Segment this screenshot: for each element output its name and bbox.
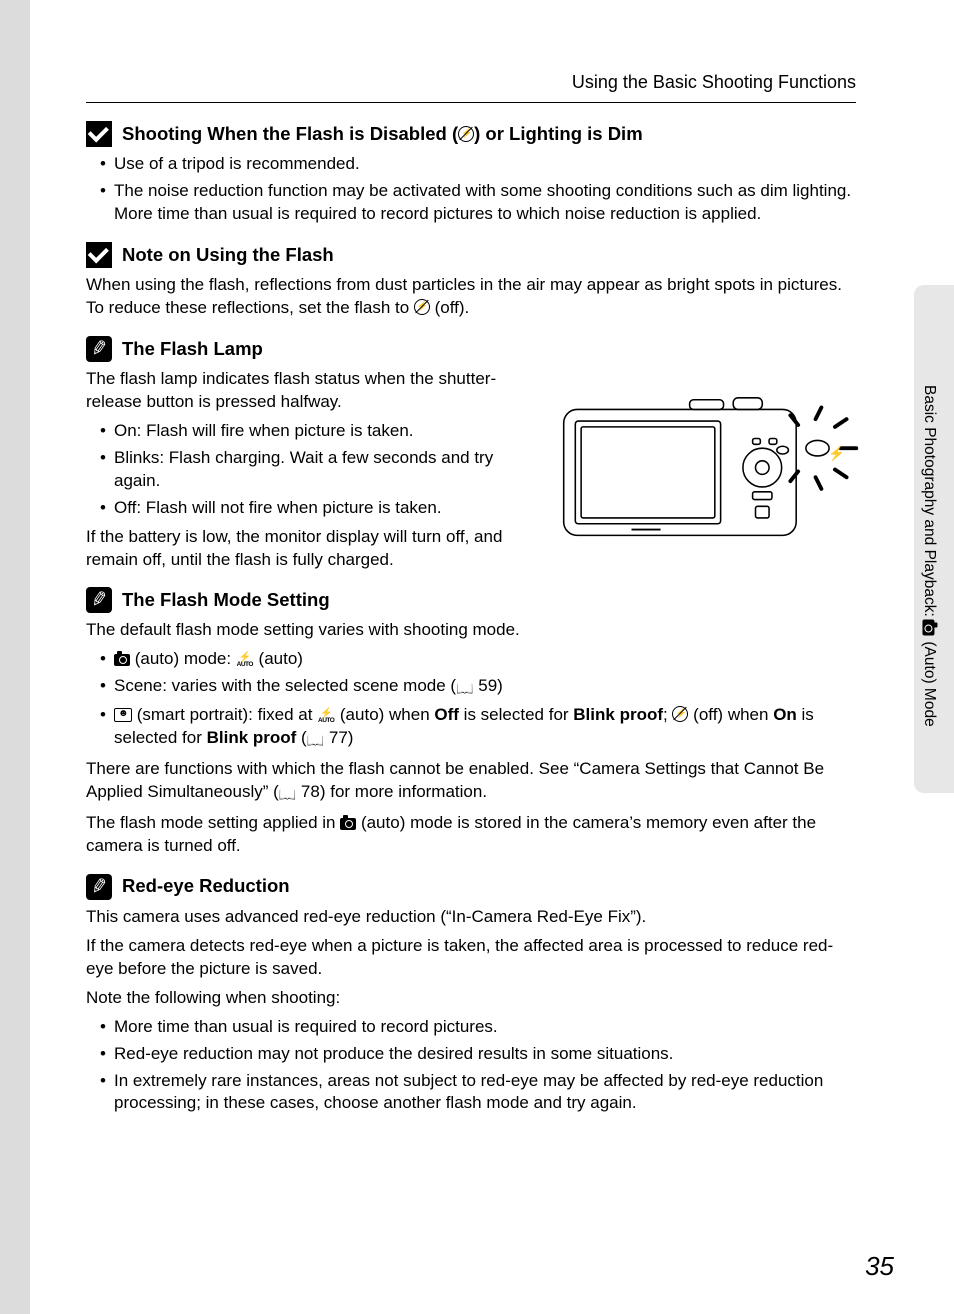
heading-text: The Flash Lamp <box>122 337 263 362</box>
section-flash-disabled: Shooting When the Flash is Disabled ( ) o… <box>86 121 856 226</box>
bullet-list: More time than usual is required to reco… <box>86 1016 856 1116</box>
section-heading: The Flash Mode Setting <box>86 587 856 613</box>
paragraph: There are functions with which the flash… <box>86 758 856 806</box>
section-heading: Shooting When the Flash is Disabled ( ) o… <box>86 121 856 147</box>
paragraph: The flash mode setting applied in (auto)… <box>86 812 856 858</box>
list-item: More time than usual is required to reco… <box>100 1016 856 1039</box>
bold-text: Blink proof <box>207 728 297 747</box>
heading-text: Note on Using the Flash <box>122 243 334 268</box>
list-item: The noise reduction function may be acti… <box>100 180 856 226</box>
text: ; <box>663 705 672 724</box>
bullet-list: (auto) mode: (auto) Scene: varies with t… <box>86 648 856 752</box>
page: Basic Photography and Playback: (Auto) M… <box>0 0 954 1314</box>
text: (auto) <box>254 649 303 668</box>
title-part: ) or Lighting is Dim <box>474 123 643 144</box>
side-tab-text-before: Basic Photography and Playback: <box>921 385 938 621</box>
camera-mode-icon <box>922 619 934 640</box>
check-icon <box>86 242 112 268</box>
text: (smart portrait): fixed at <box>132 705 317 724</box>
list-item: (smart portrait): fixed at (auto) when O… <box>100 704 856 752</box>
camera-illustration: ⚡ <box>554 390 864 550</box>
camera-svg: ⚡ <box>554 390 864 550</box>
text: (auto) when <box>335 705 434 724</box>
book-icon <box>279 783 296 806</box>
list-item: Off: Flash will not fire when picture is… <box>100 497 506 520</box>
bullet-list: On: Flash will fire when picture is take… <box>86 420 506 520</box>
section-note-flash: Note on Using the Flash When using the f… <box>86 242 856 320</box>
camera-mode-icon <box>340 818 356 830</box>
list-item: In extremely rare instances, areas not s… <box>100 1070 856 1116</box>
text: 59) <box>474 676 503 695</box>
check-icon <box>86 121 112 147</box>
auto-flash-icon <box>317 710 335 723</box>
list-item: Blinks: Flash charging. Wait a few secon… <box>100 447 506 493</box>
pencil-icon <box>86 587 112 613</box>
heading-text: Red-eye Reduction <box>122 874 290 899</box>
section-flash-mode-setting: The Flash Mode Setting The default flash… <box>86 587 856 857</box>
text: ( <box>296 728 306 747</box>
flash-off-icon <box>458 126 474 142</box>
content: Using the Basic Shooting Functions Shoot… <box>86 70 856 1131</box>
paragraph: Note the following when shooting: <box>86 987 856 1010</box>
bold-text: On <box>773 705 797 724</box>
pencil-icon <box>86 874 112 900</box>
bullet-list: Use of a tripod is recommended. The nois… <box>86 153 856 226</box>
heading-text: The Flash Mode Setting <box>122 588 330 613</box>
page-number: 35 <box>865 1249 894 1284</box>
auto-flash-icon <box>236 654 254 667</box>
text: is selected for <box>459 705 573 724</box>
title-part: Shooting When the Flash is Disabled ( <box>122 123 458 144</box>
section-heading: The Flash Lamp <box>86 336 856 362</box>
paragraph: If the battery is low, the monitor displ… <box>86 526 506 572</box>
list-item: Use of a tripod is recommended. <box>100 153 856 176</box>
section-red-eye: Red-eye Reduction This camera uses advan… <box>86 874 856 1116</box>
paragraph: When using the flash, reflections from d… <box>86 274 856 320</box>
book-icon <box>307 729 324 752</box>
paragraph: This camera uses advanced red-eye reduct… <box>86 906 856 929</box>
section-heading: Note on Using the Flash <box>86 242 856 268</box>
paragraph: The flash lamp indicates flash status wh… <box>86 368 506 414</box>
heading-text: Shooting When the Flash is Disabled ( ) o… <box>122 122 643 147</box>
bold-text: Off <box>434 705 459 724</box>
text: (auto) mode: <box>130 649 236 668</box>
side-tab-text-after: (Auto) Mode <box>921 637 938 727</box>
paragraph: If the camera detects red-eye when a pic… <box>86 935 856 981</box>
book-icon <box>456 677 473 700</box>
bold-text: Blink proof <box>573 705 663 724</box>
list-item: Scene: varies with the selected scene mo… <box>100 675 856 700</box>
side-tab: Basic Photography and Playback: (Auto) M… <box>914 285 954 793</box>
side-tab-label: Basic Photography and Playback: (Auto) M… <box>918 385 939 727</box>
text: 77) <box>324 728 353 747</box>
text: The flash mode setting applied in <box>86 813 340 832</box>
text: (off). <box>430 298 469 317</box>
flash-off-icon <box>672 706 688 722</box>
flash-off-icon <box>414 299 430 315</box>
chapter-header: Using the Basic Shooting Functions <box>86 70 856 103</box>
paragraph: The default flash mode setting varies wi… <box>86 619 856 642</box>
list-item: (auto) mode: (auto) <box>100 648 856 671</box>
text: (off) when <box>688 705 773 724</box>
camera-mode-icon <box>114 654 130 666</box>
list-item: Red-eye reduction may not produce the de… <box>100 1043 856 1066</box>
svg-text:⚡: ⚡ <box>828 445 845 462</box>
smart-portrait-icon <box>114 708 132 722</box>
text: 78) for more information. <box>296 782 487 801</box>
text: Scene: varies with the selected scene mo… <box>114 676 456 695</box>
section-heading: Red-eye Reduction <box>86 874 856 900</box>
list-item: On: Flash will fire when picture is take… <box>100 420 506 443</box>
pencil-icon <box>86 336 112 362</box>
